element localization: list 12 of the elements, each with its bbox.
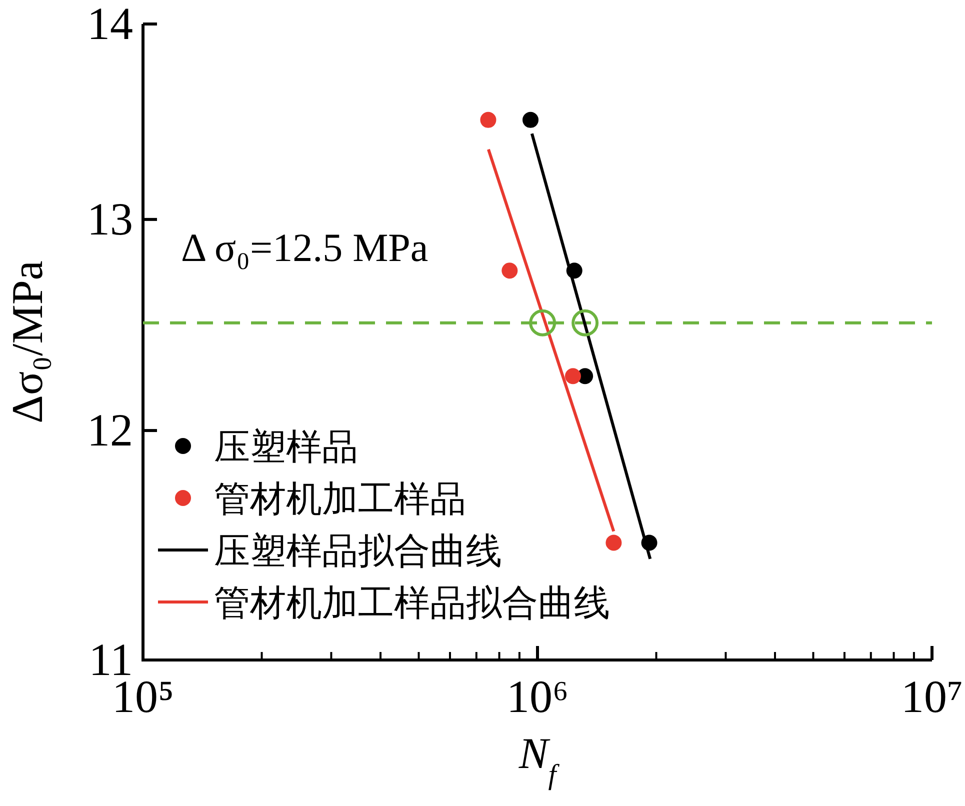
legend-label: 管材机加工样品拟合曲线 [214, 583, 610, 623]
legend-label: 管材机加工样品 [214, 479, 466, 519]
ref-line-label: Δ σ₀=12.5 MPa [181, 224, 428, 270]
y-tick-label: 12 [87, 404, 133, 456]
y-axis-title: Δσ₀/MPa [3, 260, 52, 424]
x-axis-title: N$_{f}$ [518, 729, 560, 790]
y-tick-label: 13 [87, 193, 133, 244]
legend-label: 压塑样品 [214, 427, 358, 467]
legend-label: 压塑样品拟合曲线 [214, 531, 502, 571]
y-tick-label: 14 [87, 0, 133, 49]
x-tick-label: 10⁶ [506, 671, 569, 722]
x-tick-label: 10⁷ [900, 671, 964, 722]
